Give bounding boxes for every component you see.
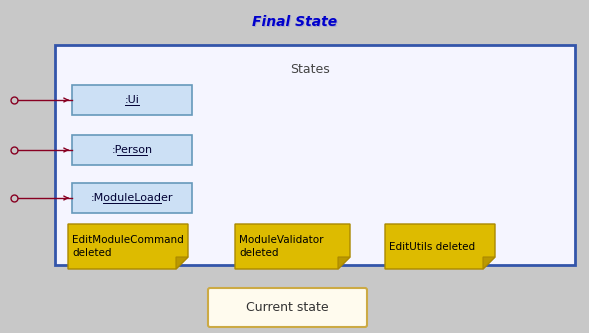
Text: EditModuleCommand
deleted: EditModuleCommand deleted	[72, 235, 184, 258]
Text: Final State: Final State	[252, 15, 337, 29]
Polygon shape	[338, 257, 350, 269]
Polygon shape	[68, 224, 188, 269]
Text: Final State: Final State	[253, 16, 338, 30]
FancyBboxPatch shape	[208, 288, 367, 327]
Polygon shape	[385, 224, 495, 269]
FancyBboxPatch shape	[72, 183, 192, 213]
FancyBboxPatch shape	[72, 135, 192, 165]
Polygon shape	[176, 257, 188, 269]
FancyBboxPatch shape	[55, 45, 575, 265]
Text: Current state: Current state	[246, 301, 329, 314]
Text: EditUtils deleted: EditUtils deleted	[389, 241, 475, 251]
Text: :ModuleLoader: :ModuleLoader	[91, 193, 173, 203]
FancyBboxPatch shape	[72, 85, 192, 115]
Text: :Person: :Person	[111, 145, 153, 155]
Text: States: States	[290, 63, 330, 76]
Polygon shape	[235, 224, 350, 269]
Text: ModuleValidator
deleted: ModuleValidator deleted	[239, 235, 323, 258]
Text: :Ui: :Ui	[124, 95, 140, 105]
Polygon shape	[483, 257, 495, 269]
